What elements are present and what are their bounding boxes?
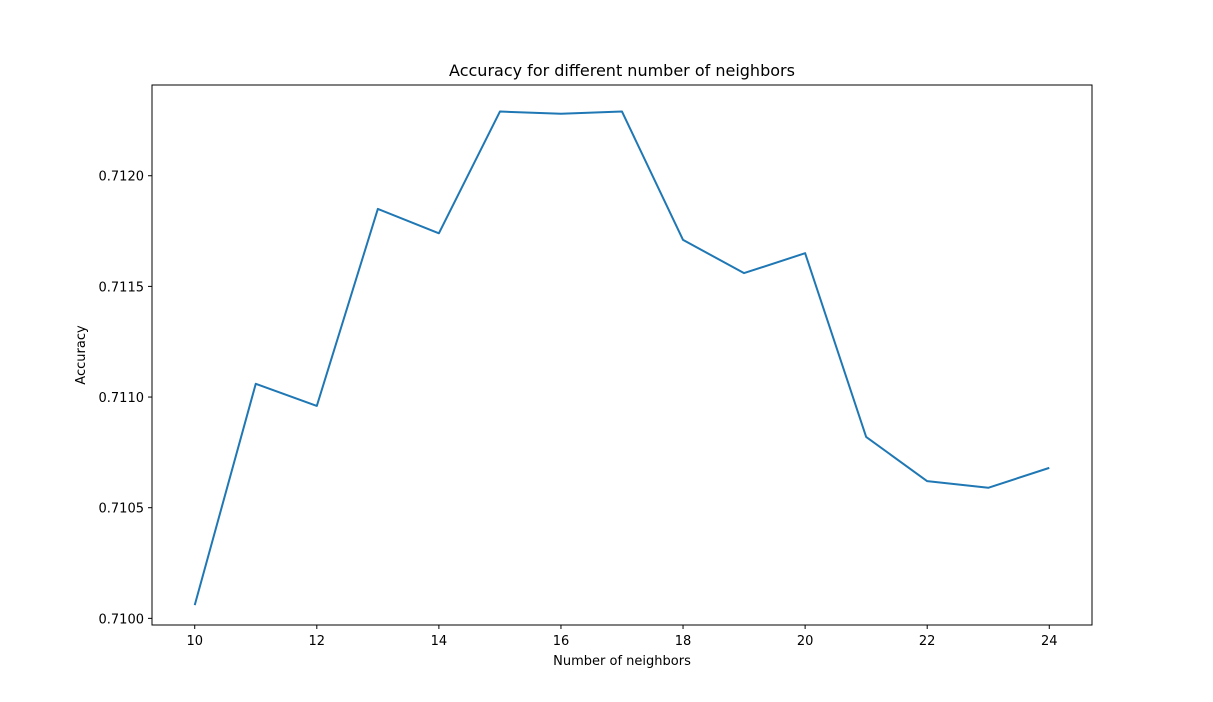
y-tick-label: 0.7115: [99, 280, 145, 295]
plot-area: [151, 84, 1093, 626]
series-line-1: [193, 110, 1050, 606]
chart-title: Accuracy for different number of neighbo…: [449, 61, 795, 80]
y-tick-label: 0.7110: [99, 391, 145, 406]
x-tick-label: 12: [309, 634, 326, 649]
series-layer: [193, 110, 1050, 606]
x-tick-label: 16: [553, 634, 570, 649]
x-tick-label: 24: [1041, 634, 1058, 649]
x-tick-label: 10: [186, 634, 203, 649]
y-axis-label: Accuracy: [74, 325, 89, 385]
y-axis-ticks: 0.7100 0.7105 0.7110 0.7115 0.7120: [99, 170, 152, 627]
x-axis-ticks: 10 12 14 16 18 20 22 24: [186, 625, 1058, 649]
x-tick-label: 20: [797, 634, 814, 649]
x-tick-label: 18: [675, 634, 692, 649]
y-tick-label: 0.7100: [99, 612, 145, 627]
plot-frame: [151, 84, 1093, 626]
y-tick-label: 0.7105: [99, 502, 145, 517]
y-tick-label: 0.7120: [99, 170, 145, 185]
x-tick-label: 22: [919, 634, 936, 649]
x-axis-label: Number of neighbors: [553, 654, 691, 669]
x-tick-label: 14: [431, 634, 448, 649]
